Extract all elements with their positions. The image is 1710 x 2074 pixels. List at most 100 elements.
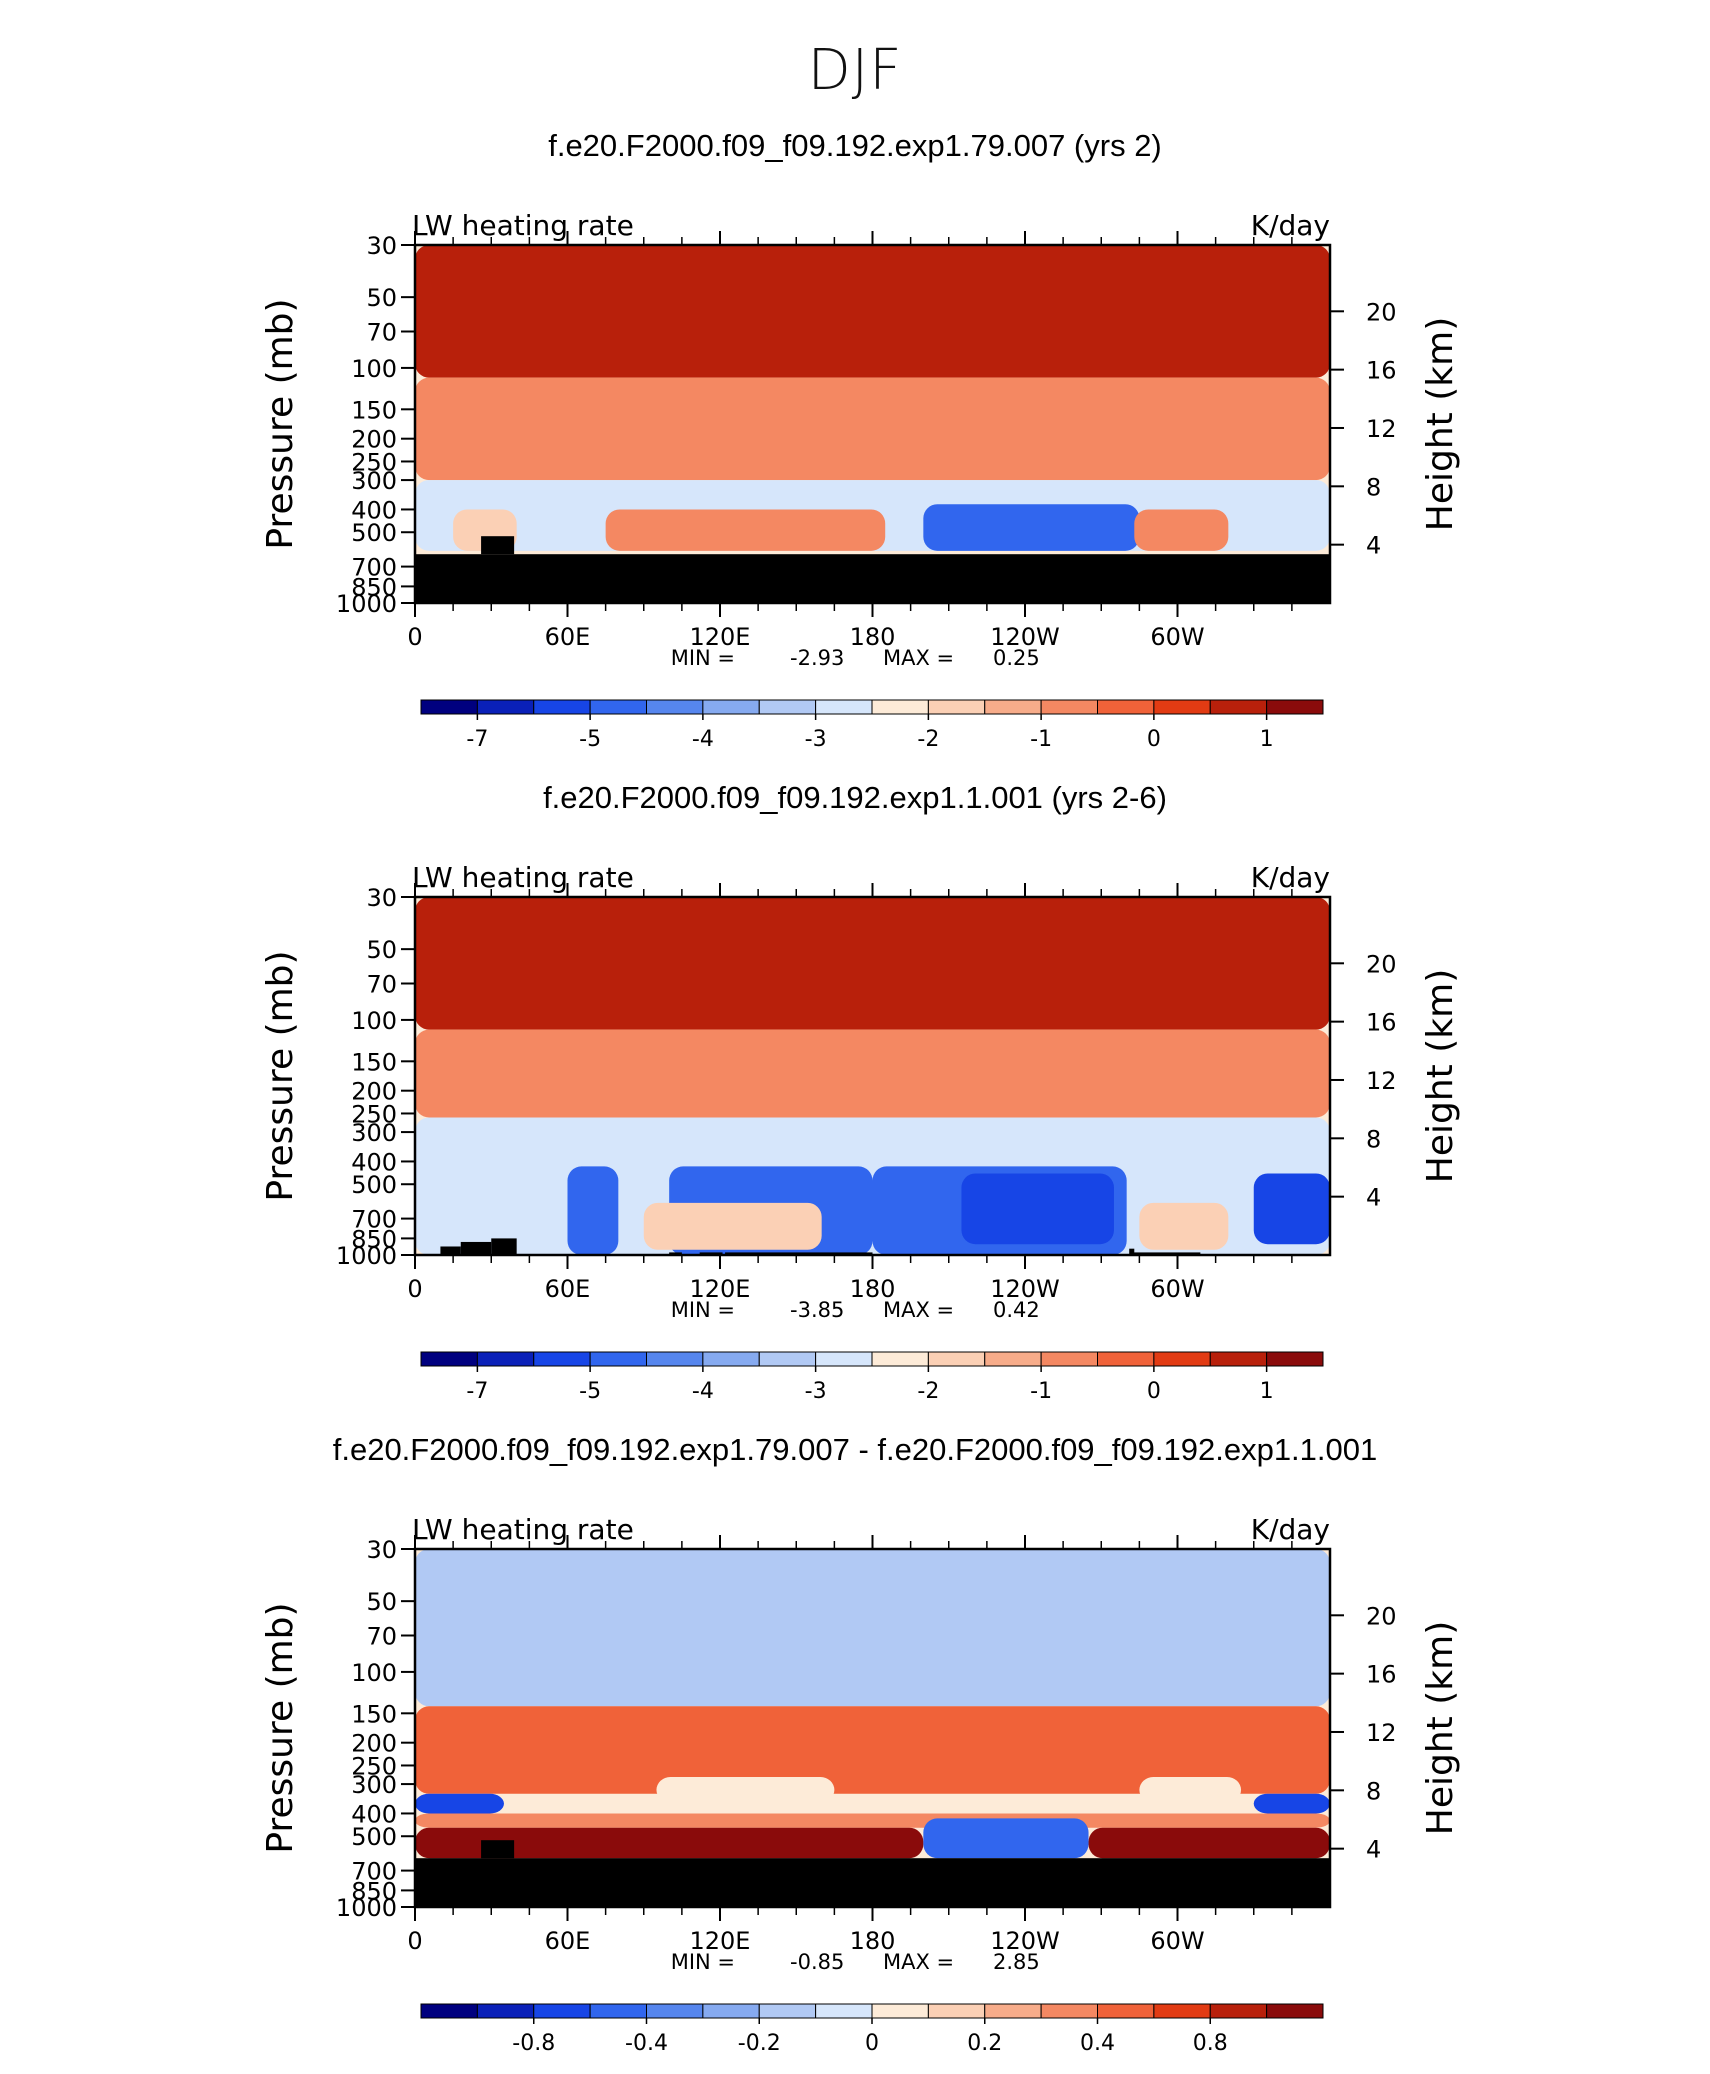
y-tick-label: 30 xyxy=(366,884,397,912)
colorbar-tick-label: 1 xyxy=(1260,727,1274,752)
field-region xyxy=(1088,1827,1330,1859)
y-tick-label: 200 xyxy=(351,1078,397,1106)
colorbar-swatch xyxy=(758,2003,817,2019)
colorbar-tick-label: -5 xyxy=(579,727,601,752)
colorbar-tick-label: 0.4 xyxy=(1080,2031,1115,2056)
colorbar-tick-label: -0.4 xyxy=(625,2031,668,2056)
x-tick-label: 60E xyxy=(545,623,591,651)
colorbar-swatch xyxy=(1153,699,1211,715)
colorbar-tick-label: -1 xyxy=(1030,727,1052,752)
chart-panel-3: f.e20.F2000.f09_f09.192.exp1.79.007 - f.… xyxy=(0,1424,1710,2074)
colorbar-tick-label: -4 xyxy=(692,1379,714,1404)
y-tick-label: 200 xyxy=(351,1730,397,1758)
colorbar-swatch xyxy=(476,1351,535,1367)
colorbar-tick-label: 0.8 xyxy=(1193,2031,1228,2056)
y2-axis-title: Height (km) xyxy=(1420,1621,1461,1835)
y2-tick-label: 12 xyxy=(1366,1067,1397,1095)
y2-tick-label: 8 xyxy=(1366,1777,1381,1805)
y2-tick-label: 20 xyxy=(1366,950,1397,978)
y-tick-label: 850 xyxy=(351,573,397,601)
colorbar-swatch xyxy=(702,699,760,715)
colorbar-swatch xyxy=(815,2003,873,2019)
field-label: LW heating rate xyxy=(412,1513,634,1546)
y2-tick-label: 16 xyxy=(1366,1009,1397,1037)
y2-tick-label: 8 xyxy=(1366,1125,1381,1153)
chart-panel-2: f.e20.F2000.f09_f09.192.exp1.1.001 (yrs … xyxy=(0,772,1710,1422)
colorbar-swatch xyxy=(533,2003,591,2019)
colorbar-tick-label: -5 xyxy=(579,1379,601,1404)
colorbar-tick-label: -2 xyxy=(917,727,939,752)
y-tick-label: 250 xyxy=(351,448,397,476)
colorbar-swatch xyxy=(871,699,929,715)
colorbar-tick-label: 1 xyxy=(1260,1379,1274,1404)
terrain-mask xyxy=(415,1858,1330,1907)
y-tick-label: 1000 xyxy=(336,1242,397,1270)
y-tick-label: 30 xyxy=(366,232,397,260)
max-label: MAX = xyxy=(883,646,954,670)
y-tick-label: 100 xyxy=(351,355,397,383)
terrain-bump xyxy=(1131,1252,1201,1255)
x-tick-label: 0 xyxy=(407,623,422,651)
y2-tick-label: 4 xyxy=(1366,532,1381,560)
min-value: -0.85 xyxy=(790,1950,844,1974)
colorbar-swatch xyxy=(533,699,591,715)
y-tick-label: 100 xyxy=(351,1007,397,1035)
y-tick-label: 850 xyxy=(351,1877,397,1905)
terrain-bump xyxy=(460,1241,492,1255)
x-tick-label: 60W xyxy=(1150,623,1204,651)
field-region xyxy=(605,509,886,551)
y-tick-label: 150 xyxy=(351,1048,397,1076)
colorbar-swatch xyxy=(758,1351,817,1367)
terrain-bump xyxy=(440,1246,461,1255)
colorbar-tick-label: 0 xyxy=(1147,1379,1161,1404)
y-tick-label: 400 xyxy=(351,1148,397,1176)
colorbar-swatch xyxy=(1097,2003,1155,2019)
y2-tick-label: 20 xyxy=(1366,298,1397,326)
y2-axis-title: Height (km) xyxy=(1420,969,1461,1183)
field-region xyxy=(415,1029,1330,1118)
max-label: MAX = xyxy=(883,1950,954,1974)
y-tick-label: 850 xyxy=(351,1225,397,1253)
x-tick-label: 60W xyxy=(1150,1927,1204,1955)
y-tick-label: 200 xyxy=(351,426,397,454)
max-label: MAX = xyxy=(883,1298,954,1322)
colorbar-swatch xyxy=(1097,699,1155,715)
colorbar-tick-label: -7 xyxy=(466,727,488,752)
colorbar-swatch xyxy=(533,1351,591,1367)
field-region xyxy=(656,1777,835,1803)
colorbar-swatch xyxy=(927,1351,986,1367)
y-axis-title: Pressure (mb) xyxy=(260,298,301,549)
units-label: K/day xyxy=(1251,1513,1330,1546)
field-label: LW heating rate xyxy=(412,209,634,242)
colorbar-swatch xyxy=(1097,1351,1155,1367)
field-region xyxy=(1134,509,1229,551)
min-value: -2.93 xyxy=(790,646,844,670)
y-tick-label: 700 xyxy=(351,1858,397,1886)
y-tick-label: 100 xyxy=(351,1659,397,1687)
colorbar-swatch xyxy=(589,1351,647,1367)
y-tick-label: 70 xyxy=(366,1623,397,1651)
x-tick-label: 120E xyxy=(690,1927,751,1955)
max-value: 2.85 xyxy=(993,1950,1040,1974)
colorbar-tick-label: -0.8 xyxy=(512,2031,555,2056)
y-axis-title: Pressure (mb) xyxy=(260,950,301,1201)
colorbar-swatch xyxy=(1153,1351,1211,1367)
y-tick-label: 70 xyxy=(366,319,397,347)
colorbar-swatch xyxy=(1209,2003,1268,2019)
colorbar-tick-label: -1 xyxy=(1030,1379,1052,1404)
colorbar-swatch xyxy=(646,1351,704,1367)
x-tick-label: 60E xyxy=(545,1927,591,1955)
field-region xyxy=(415,245,1330,378)
colorbar-swatch xyxy=(1266,2003,1324,2019)
colorbar-tick-label: -3 xyxy=(805,1379,827,1404)
y-tick-label: 500 xyxy=(351,519,397,547)
field-region xyxy=(567,1166,619,1255)
colorbar-swatch xyxy=(476,2003,535,2019)
y-tick-label: 30 xyxy=(366,1536,397,1564)
colorbar-swatch xyxy=(871,1351,929,1367)
field-region xyxy=(415,1706,1330,1794)
field-label: LW heating rate xyxy=(412,861,634,894)
y-tick-label: 1000 xyxy=(336,590,397,618)
